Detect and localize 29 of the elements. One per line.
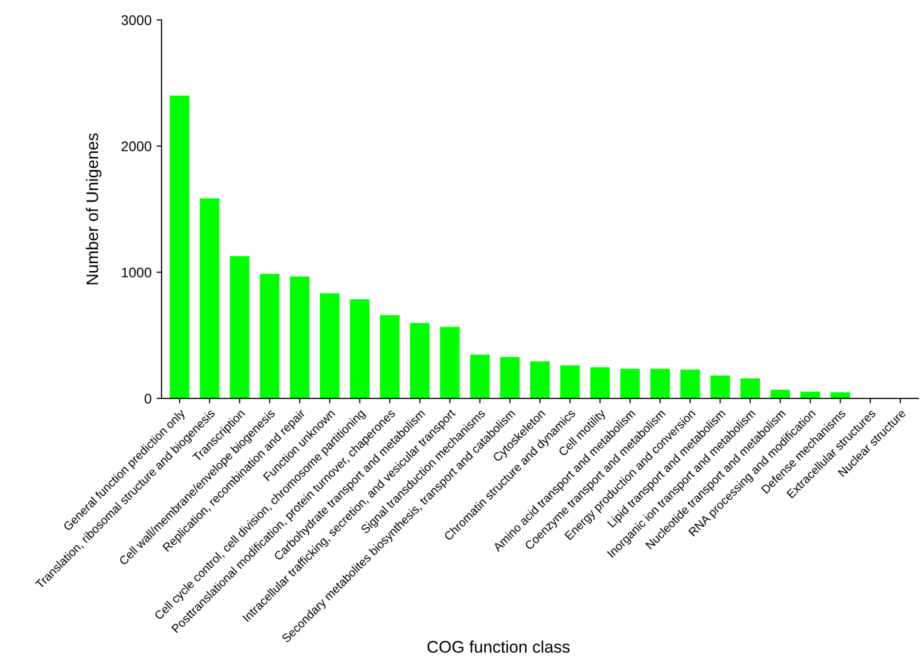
bar bbox=[650, 368, 670, 398]
bar bbox=[590, 367, 610, 398]
bar bbox=[710, 375, 730, 398]
bar bbox=[620, 368, 640, 398]
bar bbox=[800, 392, 820, 398]
bar bbox=[500, 357, 520, 398]
y-tick-label: 0 bbox=[144, 394, 152, 404]
bar bbox=[530, 361, 550, 398]
bar bbox=[350, 299, 370, 398]
bar bbox=[260, 274, 280, 398]
bar bbox=[170, 96, 190, 398]
bar bbox=[230, 256, 250, 398]
y-tick-label: 1000 bbox=[122, 268, 152, 278]
bar bbox=[410, 322, 430, 398]
bar bbox=[290, 276, 310, 398]
x-axis-title: COG function class bbox=[427, 640, 570, 653]
y-tick-label: 3000 bbox=[121, 15, 152, 26]
bar bbox=[680, 370, 700, 398]
bar bbox=[320, 293, 340, 398]
y-tick-label: 2000 bbox=[122, 141, 152, 152]
bar bbox=[200, 198, 220, 398]
bar bbox=[830, 392, 850, 398]
bar bbox=[380, 315, 400, 398]
bar bbox=[440, 326, 460, 398]
bar bbox=[470, 354, 490, 398]
bar bbox=[740, 378, 760, 398]
bar bbox=[770, 390, 790, 398]
bar bbox=[560, 365, 580, 398]
y-axis-title: Number of Unigenes bbox=[86, 133, 102, 284]
